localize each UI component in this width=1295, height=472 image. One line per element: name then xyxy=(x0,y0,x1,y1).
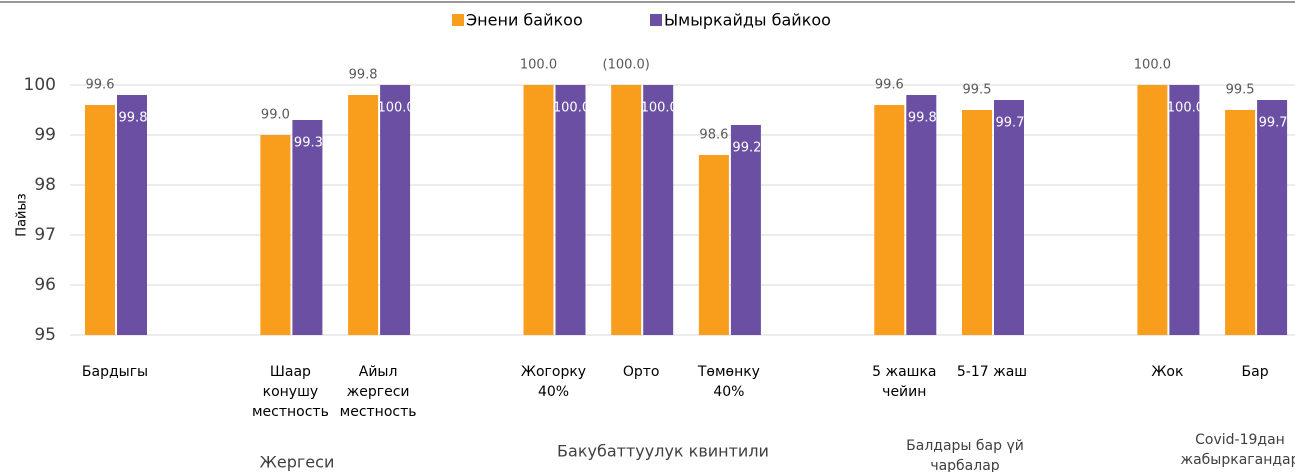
value-label: 100.0 xyxy=(553,101,590,116)
x-tick-label: Төмөнку 40% xyxy=(697,364,760,400)
group-label: Жергеси xyxy=(260,453,335,472)
bar xyxy=(874,105,905,335)
bar xyxy=(380,85,411,335)
value-label: (100.0) xyxy=(603,58,650,73)
value-label: 100.0 xyxy=(520,58,557,73)
value-label: 99.7 xyxy=(996,116,1025,131)
value-label: 100.0 xyxy=(641,101,678,116)
group-label: Covid-19дан жабыркагандар xyxy=(1180,432,1295,468)
legend-swatch xyxy=(650,14,662,26)
bar xyxy=(1169,85,1200,335)
bar xyxy=(906,95,937,335)
value-label: 99.3 xyxy=(294,136,323,151)
bar xyxy=(260,135,291,335)
value-label: 100.0 xyxy=(377,101,414,116)
bar xyxy=(1257,100,1288,335)
legend-label: Энени байкоо xyxy=(466,11,583,30)
bar xyxy=(292,120,323,335)
legend-label: Ымыркайды байкоо xyxy=(664,11,831,30)
y-tick-label: 95 xyxy=(34,325,56,345)
value-label: 99.2 xyxy=(732,141,761,156)
y-tick-label: 100 xyxy=(24,75,56,95)
value-label: 99.8 xyxy=(119,111,148,126)
bar xyxy=(348,95,379,335)
x-tick-label: 5-17 жаш xyxy=(957,364,1027,380)
value-label: 99.0 xyxy=(261,108,290,123)
bar xyxy=(994,100,1024,335)
y-tick-label: 96 xyxy=(34,275,56,295)
y-tick-label: 98 xyxy=(34,175,56,195)
group-label: Балдары бар үй чарбалар xyxy=(906,438,1024,472)
bar xyxy=(643,85,674,335)
x-tick-label: Шаар конушу местность xyxy=(252,364,329,420)
value-label: 99.6 xyxy=(875,78,904,93)
value-label: 99.6 xyxy=(86,78,115,93)
value-label: 99.5 xyxy=(963,83,992,98)
group-label: Бакубаттуулук квинтили xyxy=(557,442,769,461)
y-axis-label: Пайыз xyxy=(15,193,30,236)
x-tick-label: 5 жашка чейин xyxy=(872,364,936,400)
bar xyxy=(962,110,992,335)
bar xyxy=(730,125,761,335)
bar xyxy=(85,105,115,335)
x-tick-label: Жогорку 40% xyxy=(521,364,586,400)
bar xyxy=(1137,85,1168,335)
value-label: 98.6 xyxy=(699,128,728,143)
value-label: 99.5 xyxy=(1226,83,1255,98)
bar xyxy=(1225,110,1256,335)
x-tick-label: Орто xyxy=(623,364,660,380)
legend-swatch xyxy=(452,14,464,26)
x-tick-label: Айыл жергеси местность xyxy=(340,364,417,420)
bar xyxy=(698,155,729,335)
bar xyxy=(555,85,586,335)
bar xyxy=(611,85,642,335)
bar xyxy=(523,85,554,335)
x-tick-label: Жок xyxy=(1151,364,1183,380)
value-label: 100.0 xyxy=(1167,101,1204,116)
y-tick-label: 99 xyxy=(34,125,56,145)
value-label: 100.0 xyxy=(1134,58,1171,73)
bar xyxy=(117,95,147,335)
value-label: 99.8 xyxy=(349,68,378,83)
value-label: 99.8 xyxy=(908,111,937,126)
x-tick-label: Бар xyxy=(1242,364,1269,380)
y-tick-label: 97 xyxy=(34,225,56,245)
x-tick-label: Бардыгы xyxy=(82,364,148,380)
value-label: 99.7 xyxy=(1259,116,1288,131)
